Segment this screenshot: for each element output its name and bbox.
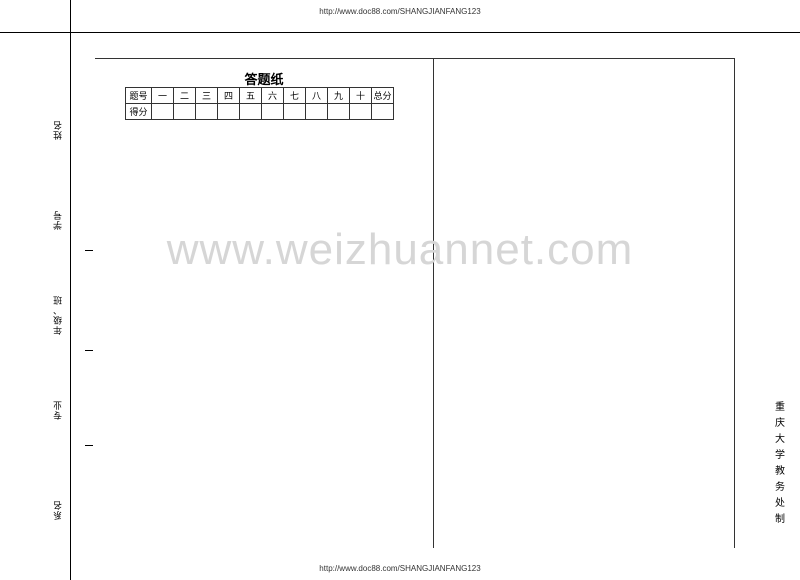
score-cell bbox=[328, 104, 350, 120]
score-cell bbox=[218, 104, 240, 120]
col-head: 七 bbox=[284, 88, 306, 104]
label-id: 学号 bbox=[50, 210, 64, 232]
col-head: 四 bbox=[218, 88, 240, 104]
col-head: 二 bbox=[174, 88, 196, 104]
header-url: http://www.doc88.com/SHANGJIANFANG123 bbox=[0, 7, 800, 16]
row-label: 得分 bbox=[126, 104, 152, 120]
col-head: 总分 bbox=[372, 88, 394, 104]
col-head: 六 bbox=[262, 88, 284, 104]
score-cell bbox=[350, 104, 372, 120]
side-underline bbox=[70, 175, 71, 240]
col-head: 五 bbox=[240, 88, 262, 104]
label-name: 姓名 bbox=[50, 120, 64, 142]
score-cell bbox=[372, 104, 394, 120]
tick-mark bbox=[85, 250, 93, 251]
side-underline bbox=[70, 450, 71, 525]
table-row: 题号 一 二 三 四 五 六 七 八 九 十 总分 bbox=[126, 88, 394, 104]
column-divider bbox=[433, 59, 434, 548]
footer-url: http://www.doc88.com/SHANGJIANFANG123 bbox=[0, 564, 800, 573]
crosshair-horizontal bbox=[0, 32, 800, 33]
answer-sheet-frame: 答题纸 题号 一 二 三 四 五 六 七 八 九 十 总分 得分 bbox=[95, 58, 735, 548]
row-label: 题号 bbox=[126, 88, 152, 104]
col-head: 十 bbox=[350, 88, 372, 104]
institution-stamp: 重庆大学教务处制 bbox=[774, 400, 786, 528]
score-cell bbox=[284, 104, 306, 120]
binding-labels: 姓名 学号 年级、班 专业 系名 bbox=[50, 120, 68, 540]
side-underline bbox=[70, 360, 71, 430]
score-cell bbox=[196, 104, 218, 120]
score-cell bbox=[174, 104, 196, 120]
score-cell bbox=[152, 104, 174, 120]
label-major: 专业 bbox=[50, 400, 64, 422]
label-class: 年级、班 bbox=[50, 295, 64, 337]
side-underline bbox=[70, 258, 71, 338]
score-table: 题号 一 二 三 四 五 六 七 八 九 十 总分 得分 bbox=[125, 87, 394, 120]
label-dept: 系名 bbox=[50, 500, 64, 522]
col-head: 九 bbox=[328, 88, 350, 104]
sheet-title: 答题纸 bbox=[95, 69, 433, 88]
score-cell bbox=[262, 104, 284, 120]
table-row: 得分 bbox=[126, 104, 394, 120]
tick-mark bbox=[85, 445, 93, 446]
col-head: 一 bbox=[152, 88, 174, 104]
score-cell bbox=[306, 104, 328, 120]
side-underline bbox=[70, 85, 71, 155]
tick-mark bbox=[85, 350, 93, 351]
score-cell bbox=[240, 104, 262, 120]
col-head: 三 bbox=[196, 88, 218, 104]
col-head: 八 bbox=[306, 88, 328, 104]
